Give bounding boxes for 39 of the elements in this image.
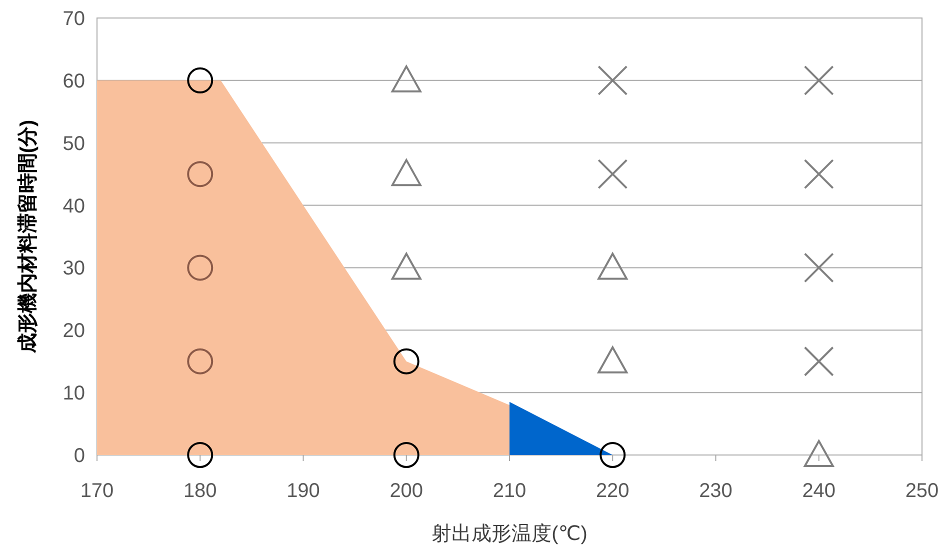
- y-axis-title: 成形機内材料滞留時間(分): [17, 120, 39, 354]
- x-tick-label: 210: [492, 480, 526, 502]
- y-tick-label: 20: [62, 320, 85, 342]
- point: [598, 252, 628, 280]
- point: [600, 442, 626, 468]
- x-tick-label: 240: [802, 480, 836, 502]
- point: [598, 346, 628, 374]
- point: [598, 65, 628, 96]
- x-tick-label: 250: [905, 480, 939, 502]
- point: [187, 348, 214, 374]
- x-tick-label: 200: [390, 480, 424, 502]
- point: [391, 252, 422, 280]
- point: [391, 159, 422, 186]
- point: [804, 440, 834, 467]
- point: [187, 442, 214, 468]
- point: [804, 252, 834, 283]
- y-tick-label: 30: [62, 258, 85, 280]
- y-tick-label: 60: [62, 70, 85, 92]
- point: [393, 442, 420, 468]
- point: [391, 65, 422, 92]
- y-tick-label: 40: [62, 195, 85, 218]
- x-tick-label: 190: [286, 480, 320, 502]
- y-tick-label: 70: [62, 8, 85, 30]
- y-tick-label: 10: [62, 382, 85, 405]
- x-tick-label: 180: [183, 480, 217, 502]
- point: [804, 346, 834, 376]
- point: [804, 65, 834, 96]
- y-tick-label: 0: [74, 445, 85, 467]
- point: [187, 161, 214, 188]
- point: [187, 67, 214, 94]
- x-axis-title: 射出成形温度(℃): [432, 523, 588, 545]
- point: [804, 159, 834, 190]
- y-tick-label: 50: [62, 132, 85, 155]
- x-tick-label: 170: [80, 480, 114, 502]
- point: [598, 159, 628, 190]
- x-tick-label: 220: [596, 480, 630, 502]
- x-tick-label: 230: [699, 480, 732, 502]
- point: [393, 348, 420, 374]
- point: [187, 254, 214, 281]
